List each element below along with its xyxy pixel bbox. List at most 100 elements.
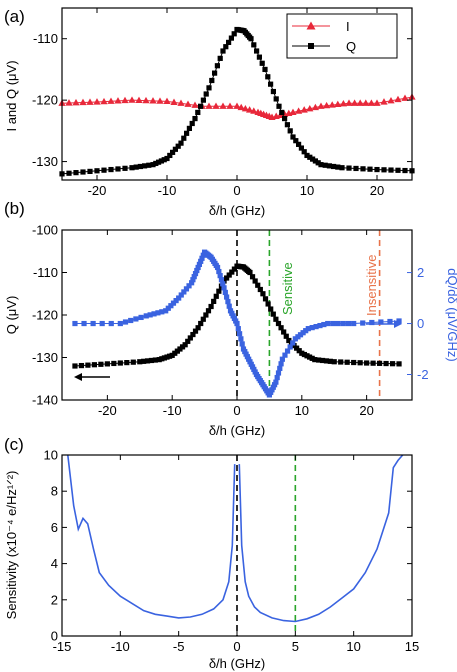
data-point <box>351 359 357 366</box>
data-point <box>187 335 193 341</box>
panel-a: (a) -20 -10 0 10 20 -130 -120 -110 δ/h (GHz) I … <box>4 7 416 218</box>
data-point <box>351 99 359 106</box>
panel-a-legend: I Q <box>286 13 398 59</box>
data-point <box>282 115 288 122</box>
data-point <box>172 146 178 152</box>
data-point <box>158 158 164 164</box>
data-point <box>394 95 402 103</box>
data-point <box>317 102 325 109</box>
data-point <box>351 320 357 327</box>
data-point <box>137 163 143 170</box>
ytick-label: 0 <box>51 629 58 644</box>
vline-label-insensitive: Insensitive <box>364 255 379 316</box>
data-point <box>313 323 319 330</box>
data-point <box>122 165 128 171</box>
ytick-label: -110 <box>33 265 58 280</box>
legend-box <box>286 13 398 59</box>
data-point <box>209 77 215 84</box>
data-point <box>396 318 402 324</box>
data-point <box>122 319 129 325</box>
data-point <box>234 320 240 327</box>
data-point <box>312 158 318 164</box>
data-point <box>216 288 222 294</box>
data-point <box>268 81 274 87</box>
ytick-label: -130 <box>32 350 58 365</box>
data-point <box>238 336 244 342</box>
xtick-label: 20 <box>359 403 373 418</box>
data-point <box>167 152 173 159</box>
data-point <box>346 165 352 171</box>
data-point <box>273 379 279 385</box>
data-point <box>307 154 313 160</box>
xtick-label: 0 <box>233 403 240 418</box>
data-point <box>170 98 178 105</box>
xtick-label: -20 <box>98 403 117 418</box>
data-point <box>191 101 199 108</box>
data-point <box>262 296 269 302</box>
data-point <box>192 270 199 277</box>
data-point <box>66 170 72 176</box>
data-point <box>322 162 328 168</box>
data-point <box>249 274 256 280</box>
data-point <box>224 275 230 281</box>
data-point <box>226 303 232 309</box>
data-point <box>86 98 94 105</box>
data-point <box>117 320 123 327</box>
data-point <box>186 283 192 289</box>
data-point <box>150 162 156 168</box>
data-point <box>295 107 303 114</box>
data-point <box>143 313 149 319</box>
data-point <box>289 108 297 116</box>
data-point <box>222 289 228 296</box>
data-point <box>389 361 396 367</box>
xtick-label: -15 <box>53 639 72 654</box>
data-point <box>164 155 170 162</box>
data-point <box>199 255 205 261</box>
data-point <box>194 267 200 274</box>
data-point <box>353 165 359 172</box>
data-point <box>316 357 322 363</box>
data-point <box>395 167 401 173</box>
data-point <box>147 312 153 318</box>
data-point <box>239 341 245 347</box>
data-point <box>100 97 108 105</box>
vline-label-sensitive: Sensitive <box>280 262 295 315</box>
xtick-label: 5 <box>292 639 299 654</box>
data-point <box>278 361 284 367</box>
panel-a-ylabel: I and Q (μV) <box>4 60 19 131</box>
data-point <box>90 320 96 327</box>
xtick-label: 10 <box>300 183 314 198</box>
data-point <box>319 357 326 364</box>
data-point <box>190 277 196 283</box>
data-point <box>219 102 227 109</box>
data-point <box>198 258 204 264</box>
xtick-label: 10 <box>295 403 309 418</box>
data-point <box>274 374 280 381</box>
series-line-0-0 <box>67 454 236 619</box>
data-point <box>129 165 135 171</box>
data-point <box>190 331 196 338</box>
xtick-label: 10 <box>346 639 360 654</box>
data-point <box>205 102 213 109</box>
data-point <box>374 166 380 173</box>
data-point <box>236 331 243 337</box>
data-point <box>277 365 283 371</box>
xtick-label: 0 <box>233 639 240 654</box>
data-point <box>344 359 350 365</box>
axis-indicator-arrows <box>74 320 402 381</box>
data-point <box>142 163 148 169</box>
panel-b-y2label: dQ/dδ (μV/GHz) <box>445 268 457 361</box>
data-point <box>275 320 282 327</box>
data-point <box>229 269 235 275</box>
data-point <box>304 152 310 159</box>
data-point <box>195 325 201 331</box>
data-point <box>383 360 389 367</box>
data-point <box>401 94 409 101</box>
data-point <box>387 318 393 325</box>
data-point <box>331 359 337 365</box>
data-point <box>208 303 214 310</box>
data-point <box>214 264 221 271</box>
data-point <box>185 338 191 344</box>
data-point <box>317 322 323 329</box>
data-point <box>259 60 265 66</box>
